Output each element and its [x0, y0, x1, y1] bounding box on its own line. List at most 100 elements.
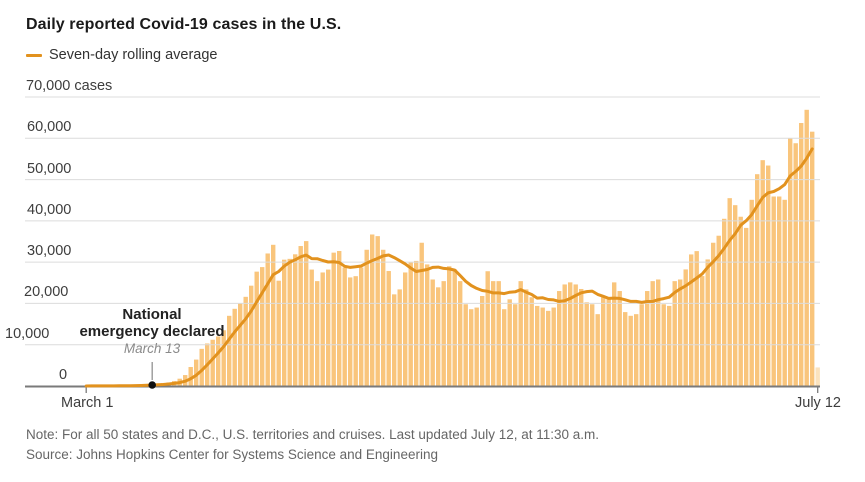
daily-bar	[331, 252, 336, 386]
daily-bar	[562, 284, 567, 386]
daily-bar	[799, 123, 804, 386]
y-axis-label: 50,000	[27, 161, 72, 177]
daily-bar	[557, 291, 562, 386]
daily-bar	[749, 199, 754, 386]
y-axis-label: 30,000	[27, 243, 72, 259]
daily-bar	[436, 287, 441, 386]
daily-bar	[540, 307, 545, 386]
daily-bar	[551, 307, 556, 386]
daily-bar	[810, 131, 815, 386]
daily-bar	[337, 251, 342, 386]
daily-bar	[507, 299, 512, 386]
daily-bar	[469, 309, 474, 386]
daily-bar	[738, 216, 743, 386]
daily-bar	[722, 218, 727, 386]
daily-bar	[441, 281, 446, 386]
daily-bar	[529, 297, 534, 386]
daily-bar	[700, 276, 705, 386]
legend: Seven-day rolling average	[26, 47, 217, 63]
daily-bar	[342, 267, 347, 386]
daily-bar	[271, 244, 276, 386]
daily-bar	[276, 280, 281, 386]
daily-bar	[210, 339, 215, 386]
x-axis-label-start: March 1	[61, 395, 114, 411]
daily-bar	[760, 160, 765, 386]
daily-bar	[755, 174, 760, 386]
daily-bar	[628, 315, 633, 386]
daily-bar	[606, 297, 611, 386]
daily-bar	[744, 227, 749, 386]
daily-bar	[408, 262, 413, 386]
daily-bar	[194, 359, 199, 386]
daily-bar	[694, 251, 699, 386]
daily-bar	[425, 264, 430, 386]
daily-bar	[766, 165, 771, 386]
daily-bar	[430, 279, 435, 386]
daily-bar	[315, 281, 320, 386]
daily-bar	[243, 296, 248, 386]
legend-line-swatch	[26, 53, 42, 57]
daily-bar-partial	[815, 367, 820, 386]
daily-bar	[447, 266, 452, 386]
daily-bar	[546, 310, 551, 386]
daily-bar	[518, 281, 523, 386]
daily-bar	[524, 289, 529, 386]
daily-bar	[370, 234, 375, 386]
daily-bar	[683, 269, 688, 386]
daily-bar	[496, 281, 501, 386]
daily-bar	[359, 267, 364, 386]
daily-bar	[287, 258, 292, 386]
daily-bar	[364, 249, 369, 386]
chart-title: Daily reported Covid-19 cases in the U.S…	[26, 16, 342, 33]
daily-bar	[414, 260, 419, 386]
daily-bar	[293, 254, 298, 386]
daily-bar	[579, 288, 584, 386]
daily-bar	[568, 282, 573, 386]
legend-label: Seven-day rolling average	[49, 47, 218, 63]
daily-bar	[782, 199, 787, 386]
daily-bar	[689, 254, 694, 386]
daily-bar	[392, 294, 397, 386]
daily-bar	[474, 307, 479, 386]
daily-bar	[777, 196, 782, 386]
daily-bar	[485, 271, 490, 386]
daily-bar	[573, 284, 578, 386]
daily-bar	[254, 271, 259, 386]
daily-bar	[733, 205, 738, 386]
daily-bar	[386, 271, 391, 386]
daily-bar	[304, 241, 309, 386]
daily-bar	[232, 308, 237, 386]
daily-bar	[601, 297, 606, 386]
daily-bar	[771, 196, 776, 386]
daily-bar	[188, 367, 193, 386]
daily-bar	[645, 291, 650, 386]
daily-bar	[227, 315, 232, 386]
daily-bar	[584, 302, 589, 386]
daily-bar	[804, 109, 809, 387]
note-text: Note: For all 50 states and D.C., U.S. t…	[26, 427, 600, 442]
daily-bar	[656, 279, 661, 386]
daily-bar	[672, 281, 677, 386]
rolling-average-line	[84, 147, 814, 388]
daily-bar	[727, 198, 732, 386]
daily-bar	[705, 259, 710, 386]
daily-bar	[397, 289, 402, 386]
daily-bar	[480, 296, 485, 386]
source-text: Source: Johns Hopkins Center for Systems…	[26, 447, 438, 462]
daily-bar	[282, 259, 287, 386]
y-axis-label: 60,000	[27, 119, 72, 135]
daily-bar	[452, 269, 457, 386]
daily-bar	[381, 249, 386, 386]
daily-bar	[260, 267, 265, 386]
daily-bar	[216, 336, 221, 386]
daily-bar	[199, 348, 204, 386]
y-axis-label: 70,000 cases	[26, 78, 113, 94]
y-axis-label: 0	[59, 367, 68, 383]
daily-bar	[265, 253, 270, 386]
daily-bar	[353, 276, 358, 386]
daily-bar	[617, 291, 622, 386]
daily-bar	[634, 314, 639, 386]
